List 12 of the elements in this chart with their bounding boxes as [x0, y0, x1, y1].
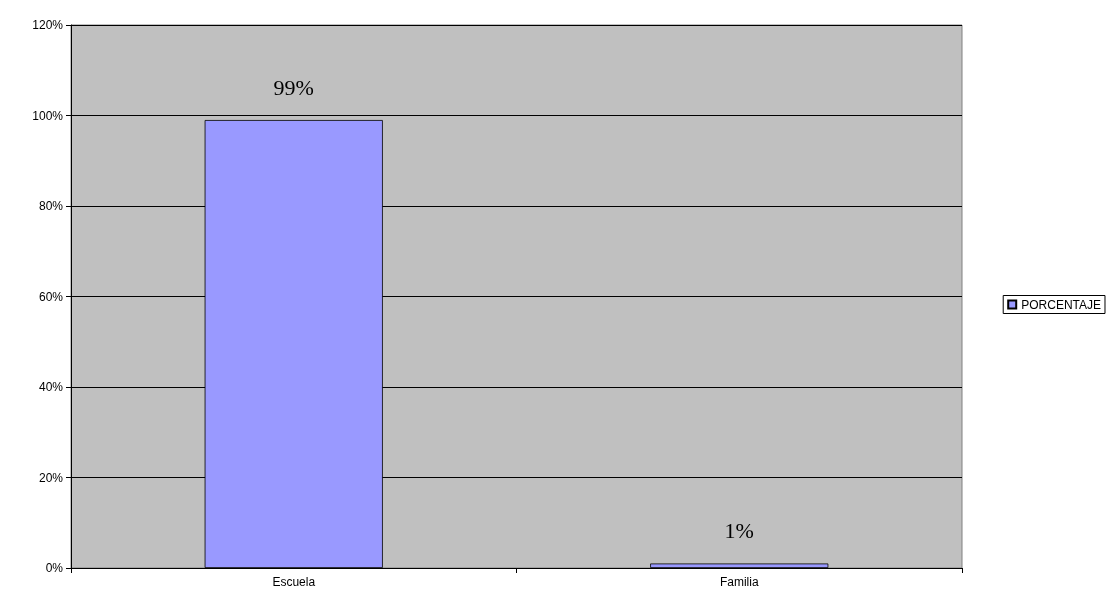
- y-tick-label: 60%: [38, 289, 64, 304]
- y-tick-label: 80%: [38, 199, 64, 213]
- y-tick-label: 40%: [38, 380, 64, 394]
- x-tick-label: Escuela: [272, 575, 316, 589]
- y-tick-label: 0%: [45, 561, 64, 575]
- data-label: 99%: [273, 74, 314, 100]
- x-tick-label: Familia: [719, 575, 759, 589]
- y-tick-label: 20%: [38, 470, 64, 485]
- y-tick-label: 100%: [32, 108, 64, 123]
- legend-label: PORCENTAJE: [1021, 297, 1102, 312]
- data-label: 1%: [724, 517, 754, 543]
- y-tick-label: 120%: [32, 18, 64, 32]
